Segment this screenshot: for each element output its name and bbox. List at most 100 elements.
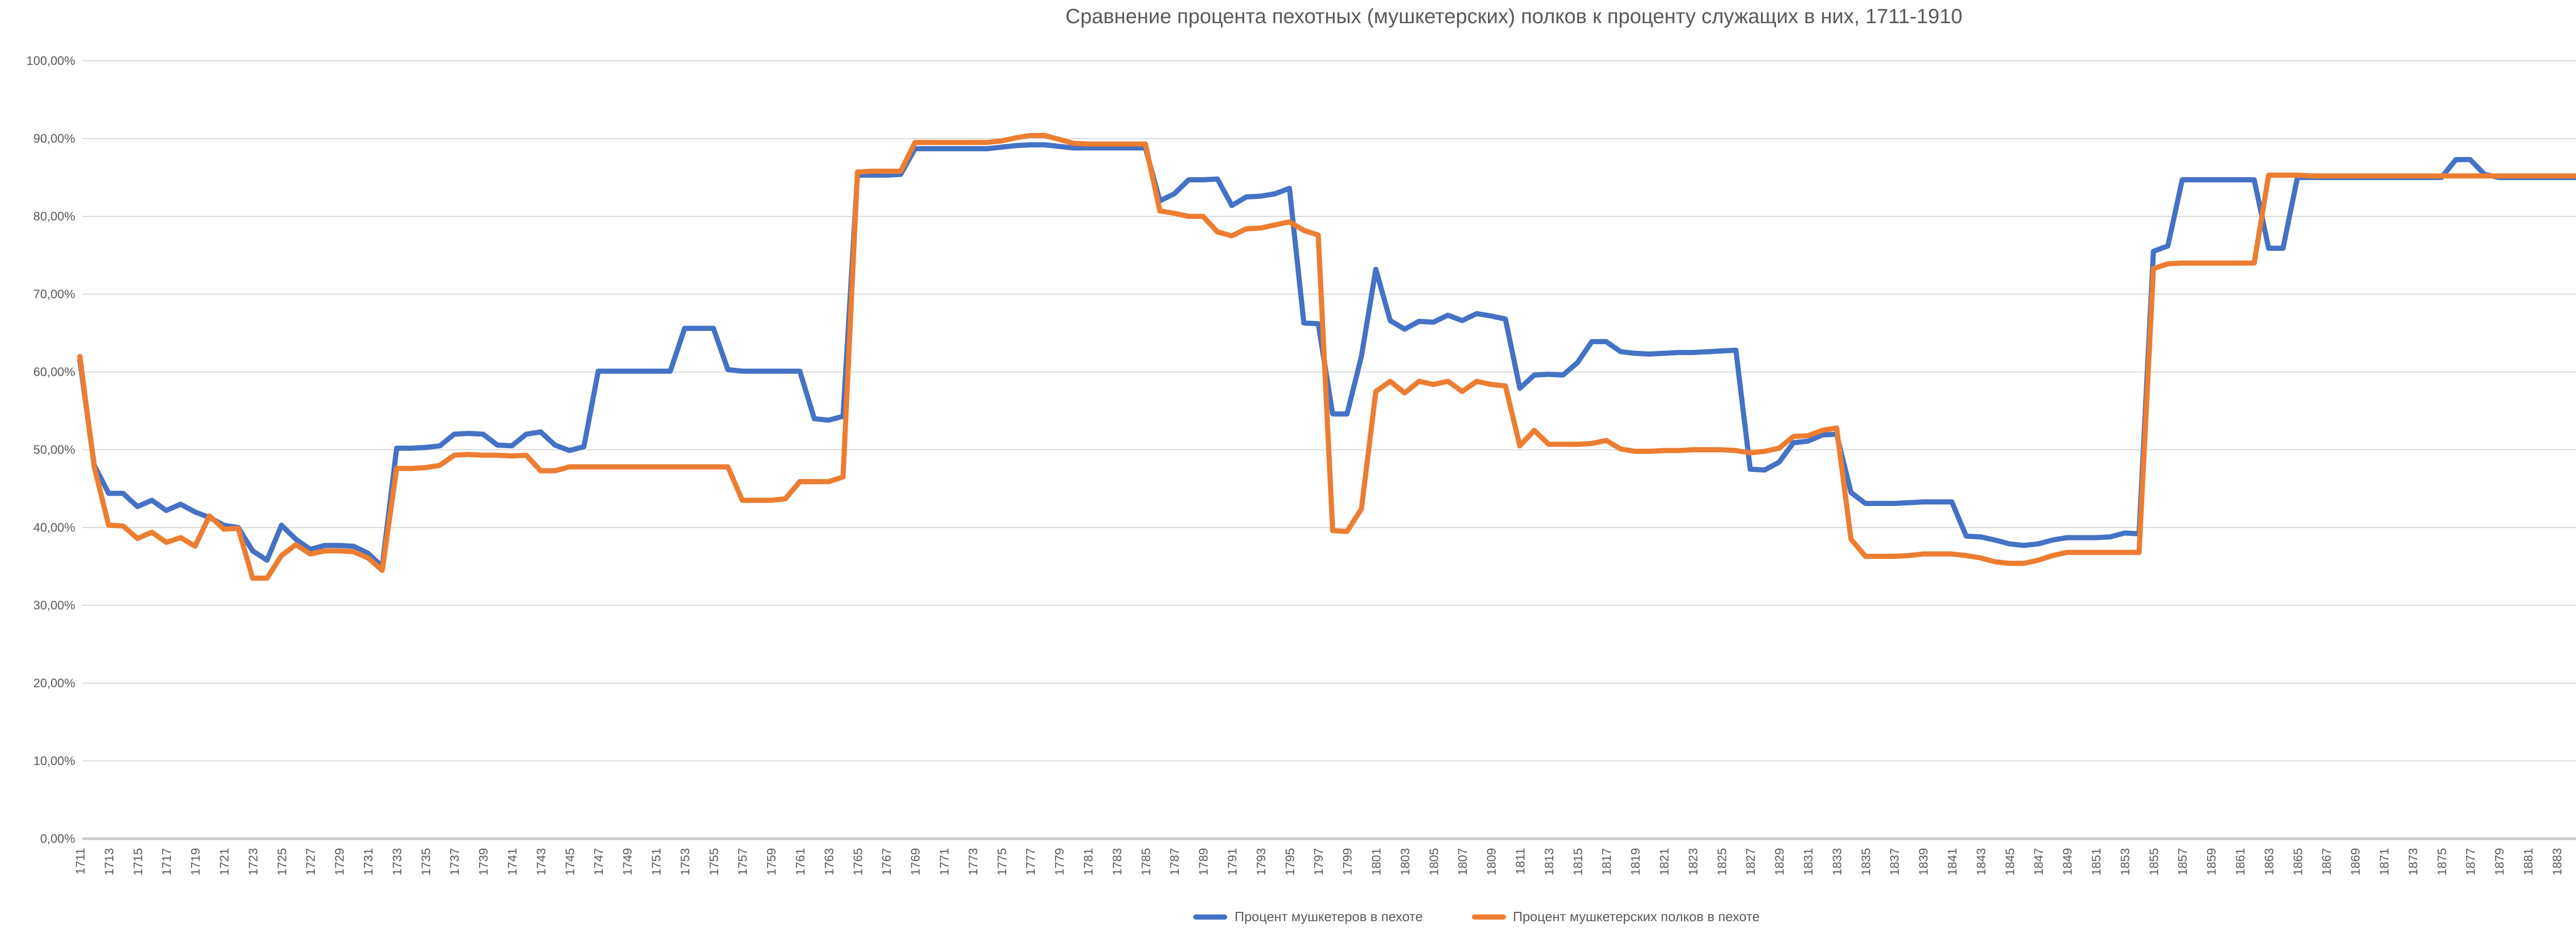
x-axis-label: 1763 (822, 848, 836, 875)
x-axis-label: 1723 (246, 848, 260, 875)
x-axis-label: 1811 (1514, 848, 1528, 875)
x-axis-label: 1863 (2262, 848, 2276, 875)
x-axis-label: 1715 (131, 848, 145, 875)
x-axis-label: 1881 (2522, 848, 2536, 875)
x-axis-label: 1801 (1370, 848, 1384, 875)
legend-item-musketeers: Процент мушкетеров в пехоте (1193, 909, 1423, 925)
y-axis-label: 10,00% (33, 754, 75, 768)
y-axis-label: 50,00% (33, 443, 75, 457)
x-axis-label: 1867 (2320, 848, 2334, 875)
x-axis-label: 1791 (1226, 848, 1240, 875)
x-axis-label: 1739 (477, 848, 491, 875)
x-axis-label: 1835 (1859, 848, 1873, 875)
x-axis-label: 1757 (736, 848, 750, 875)
x-axis-labels: 1711 1713 1715 1717 1719 1721 1723 1725 1727 1729… (74, 848, 2564, 875)
x-axis-label: 1743 (534, 848, 548, 875)
x-axis-label: 1771 (938, 848, 952, 875)
x-axis-label: 1853 (2119, 848, 2132, 875)
y-axis-label: 60,00% (33, 365, 75, 379)
x-axis-label: 1793 (1255, 848, 1268, 875)
y-axis-label: 70,00% (33, 287, 75, 301)
x-axis-label: 1779 (1053, 848, 1067, 875)
y-axis-label: 40,00% (33, 521, 75, 535)
x-axis-label: 1727 (304, 848, 318, 875)
x-axis-label: 1851 (2090, 848, 2104, 875)
x-axis-label: 1741 (506, 848, 520, 875)
x-axis-label: 1797 (1312, 848, 1326, 875)
x-axis-label: 1879 (2493, 848, 2507, 875)
x-axis-label: 1747 (592, 848, 606, 875)
x-axis-label: 1729 (333, 848, 347, 875)
legend-marker-regiments-line (1471, 914, 1506, 920)
x-axis-label: 1761 (794, 848, 808, 875)
x-axis-label: 1711 (74, 848, 88, 875)
y-axis-label: 20,00% (33, 676, 75, 690)
x-axis-label: 1781 (1082, 848, 1096, 875)
x-axis-label: 1809 (1485, 848, 1499, 875)
x-axis-label: 1873 (2406, 848, 2420, 875)
x-axis-label: 1847 (2032, 848, 2046, 875)
x-axis-label: 1871 (2378, 848, 2392, 875)
y-axis-label: 80,00% (33, 210, 75, 224)
x-axis-label: 1849 (2061, 848, 2075, 875)
x-axis-label: 1767 (880, 848, 894, 875)
chart-legend: Процент мушкетеров в пехоте Процент мушк… (0, 909, 2576, 925)
y-axis-label: 100,00% (26, 54, 75, 68)
x-axis-label: 1803 (1398, 848, 1412, 875)
x-axis-label: 1877 (2464, 848, 2478, 875)
x-axis-label: 1837 (1888, 848, 1902, 875)
legend-label-regiments: Процент мушкетерских полков в пехоте (1513, 909, 1760, 924)
x-axis-label: 1875 (2435, 848, 2449, 875)
x-axis-label: 1799 (1341, 848, 1355, 875)
x-axis-label: 1807 (1456, 848, 1470, 875)
chart-title: Сравнение процента пехотных (мушкетерски… (1065, 5, 1962, 28)
x-axis-label: 1713 (103, 848, 116, 875)
x-axis-label: 1717 (160, 848, 174, 875)
x-axis-label: 1795 (1283, 848, 1297, 875)
y-axis-label: 30,00% (33, 599, 75, 613)
x-axis-label: 1883 (2550, 848, 2564, 875)
x-axis-label: 1861 (2234, 848, 2248, 875)
x-axis-label: 1845 (2003, 848, 2017, 875)
x-axis-label: 1787 (1168, 848, 1182, 875)
x-axis-label: 1855 (2147, 848, 2161, 875)
x-axis-label: 1865 (2291, 848, 2305, 875)
y-axis-label: 0,00% (40, 832, 75, 846)
x-axis-label: 1735 (419, 848, 433, 875)
y-axis-labels: 0,00% 10,00% 20,00% 30,00% 40,00% 50,00% 60,00… (26, 54, 75, 846)
x-axis-label: 1843 (1974, 848, 1988, 875)
x-axis-label: 1813 (1543, 848, 1556, 875)
x-axis-label: 1731 (362, 848, 376, 875)
legend-marker-musketeers-line (1193, 914, 1228, 920)
y-axis-label: 90,00% (33, 132, 75, 146)
x-axis-label: 1857 (2176, 848, 2190, 875)
x-axis-label: 1825 (1715, 848, 1729, 875)
x-axis-label: 1755 (707, 848, 721, 875)
x-axis-label: 1783 (1110, 848, 1124, 875)
x-axis-label: 1815 (1571, 848, 1585, 875)
series-line-musketeers (77, 142, 2576, 569)
x-axis-label: 1725 (275, 848, 289, 875)
x-axis-label: 1719 (189, 848, 203, 875)
x-axis-label: 1733 (391, 848, 404, 875)
x-axis-label: 1745 (563, 848, 577, 875)
x-axis-label: 1777 (1024, 848, 1038, 875)
x-axis-label: 1751 (650, 848, 664, 875)
x-axis-label: 1831 (1802, 848, 1816, 875)
x-axis-label: 1769 (909, 848, 923, 875)
legend-item-regiments: Процент мушкетерских полков в пехоте (1471, 909, 1760, 925)
x-axis-label: 1859 (2205, 848, 2219, 875)
x-axis-label: 1821 (1658, 848, 1672, 875)
x-axis-label: 1789 (1197, 848, 1211, 875)
x-axis-label: 1833 (1831, 848, 1844, 875)
x-axis-label: 1839 (1917, 848, 1931, 875)
x-axis-label: 1817 (1600, 848, 1614, 875)
x-axis-label: 1829 (1773, 848, 1787, 875)
x-axis-label: 1823 (1686, 848, 1700, 875)
x-axis-label: 1827 (1744, 848, 1758, 875)
x-axis-label: 1805 (1427, 848, 1441, 875)
x-axis-label: 1765 (851, 848, 865, 875)
x-axis-label: 1841 (1946, 848, 1960, 875)
